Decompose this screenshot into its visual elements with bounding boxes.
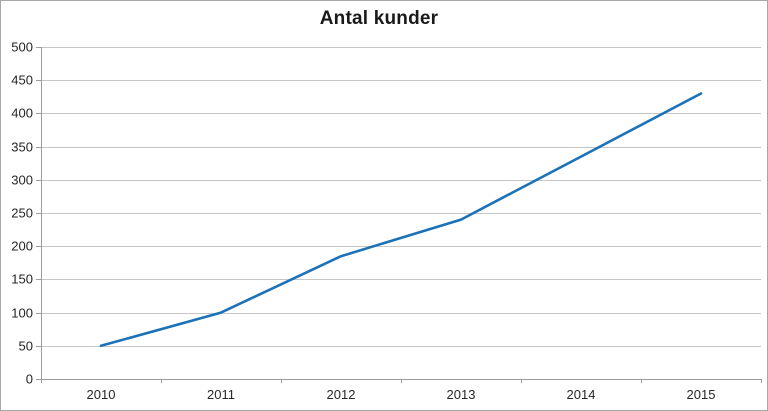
x-axis-tick-label: 2011 [207, 387, 235, 402]
y-axis-tick-label: 100 [11, 306, 33, 321]
y-axis-tick-label: 150 [11, 272, 33, 287]
y-axis-tick-label: 350 [11, 140, 33, 155]
x-axis-tick-label: 2014 [567, 387, 596, 402]
x-axis-tick-label: 2015 [687, 387, 716, 402]
chart-title: Antal kunder [319, 8, 439, 29]
y-axis-tick-label: 250 [11, 206, 33, 221]
y-axis-tick-label: 400 [11, 106, 33, 121]
y-axis-tick-label: 200 [11, 239, 33, 254]
y-axis-tick-label: 0 [26, 372, 33, 387]
y-axis-tick-label: 450 [11, 73, 33, 88]
x-axis-tick-label: 2013 [447, 387, 476, 402]
y-axis-tick-label: 50 [19, 339, 33, 354]
y-axis-tick-label: 500 [11, 40, 33, 55]
x-axis-tick-label: 2010 [87, 387, 116, 402]
y-axis-tick-label: 300 [11, 173, 33, 188]
data-line-antal-kunder [99, 92, 703, 348]
x-axis-tick-label: 2012 [327, 387, 356, 402]
